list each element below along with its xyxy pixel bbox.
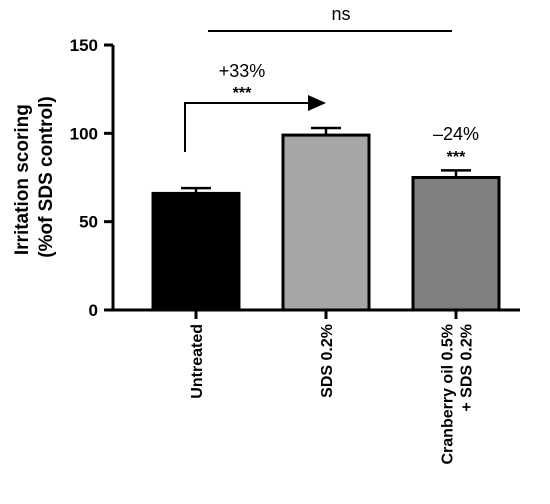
y-axis-title: Irritation scoring (%of SDS control) [12, 96, 57, 258]
x-tick-label-line: + SDS 0.2% [459, 324, 476, 412]
decrease-annotation: –24% *** [433, 124, 479, 166]
bar [411, 176, 501, 312]
increase-pct-label: +33% [219, 61, 266, 81]
x-tick-label-line: Untreated [189, 324, 206, 399]
decrease-sig-label: *** [447, 149, 466, 166]
x-tick-label: Untreated [189, 324, 206, 399]
x-tick-label: SDS 0.2% [319, 324, 336, 398]
x-tick-label-line: SDS 0.2% [319, 324, 336, 398]
ns-label: ns [331, 4, 350, 24]
x-labels-group: Untreated SDS 0.2% Cranberry oil 0.5% + SDS… [189, 324, 476, 465]
y-tick-label: 150 [70, 36, 98, 55]
bars-group [104, 126, 520, 319]
y-tick-label: 50 [79, 213, 98, 232]
bar [281, 133, 371, 312]
bar [151, 191, 241, 312]
increase-arrowhead [308, 95, 326, 111]
ns-bracket: ns [208, 4, 452, 32]
x-tick-label: Cranberry oil 0.5% + SDS 0.2% [440, 324, 476, 465]
decrease-pct-label: –24% [433, 124, 479, 144]
y-axis-title-line-1: Irritation scoring [12, 104, 33, 255]
increase-arrow [184, 102, 311, 152]
y-tick-label: 100 [70, 124, 98, 143]
increase-annotation: +33% *** [184, 61, 326, 152]
y-tick-label: 0 [89, 301, 98, 320]
y-axis: 0 50 100 150 [70, 36, 115, 320]
increase-sig-label: *** [233, 85, 252, 102]
x-tick-label-line: Cranberry oil 0.5% [440, 324, 457, 465]
y-axis-title-line-2: (%of SDS control) [36, 96, 57, 258]
